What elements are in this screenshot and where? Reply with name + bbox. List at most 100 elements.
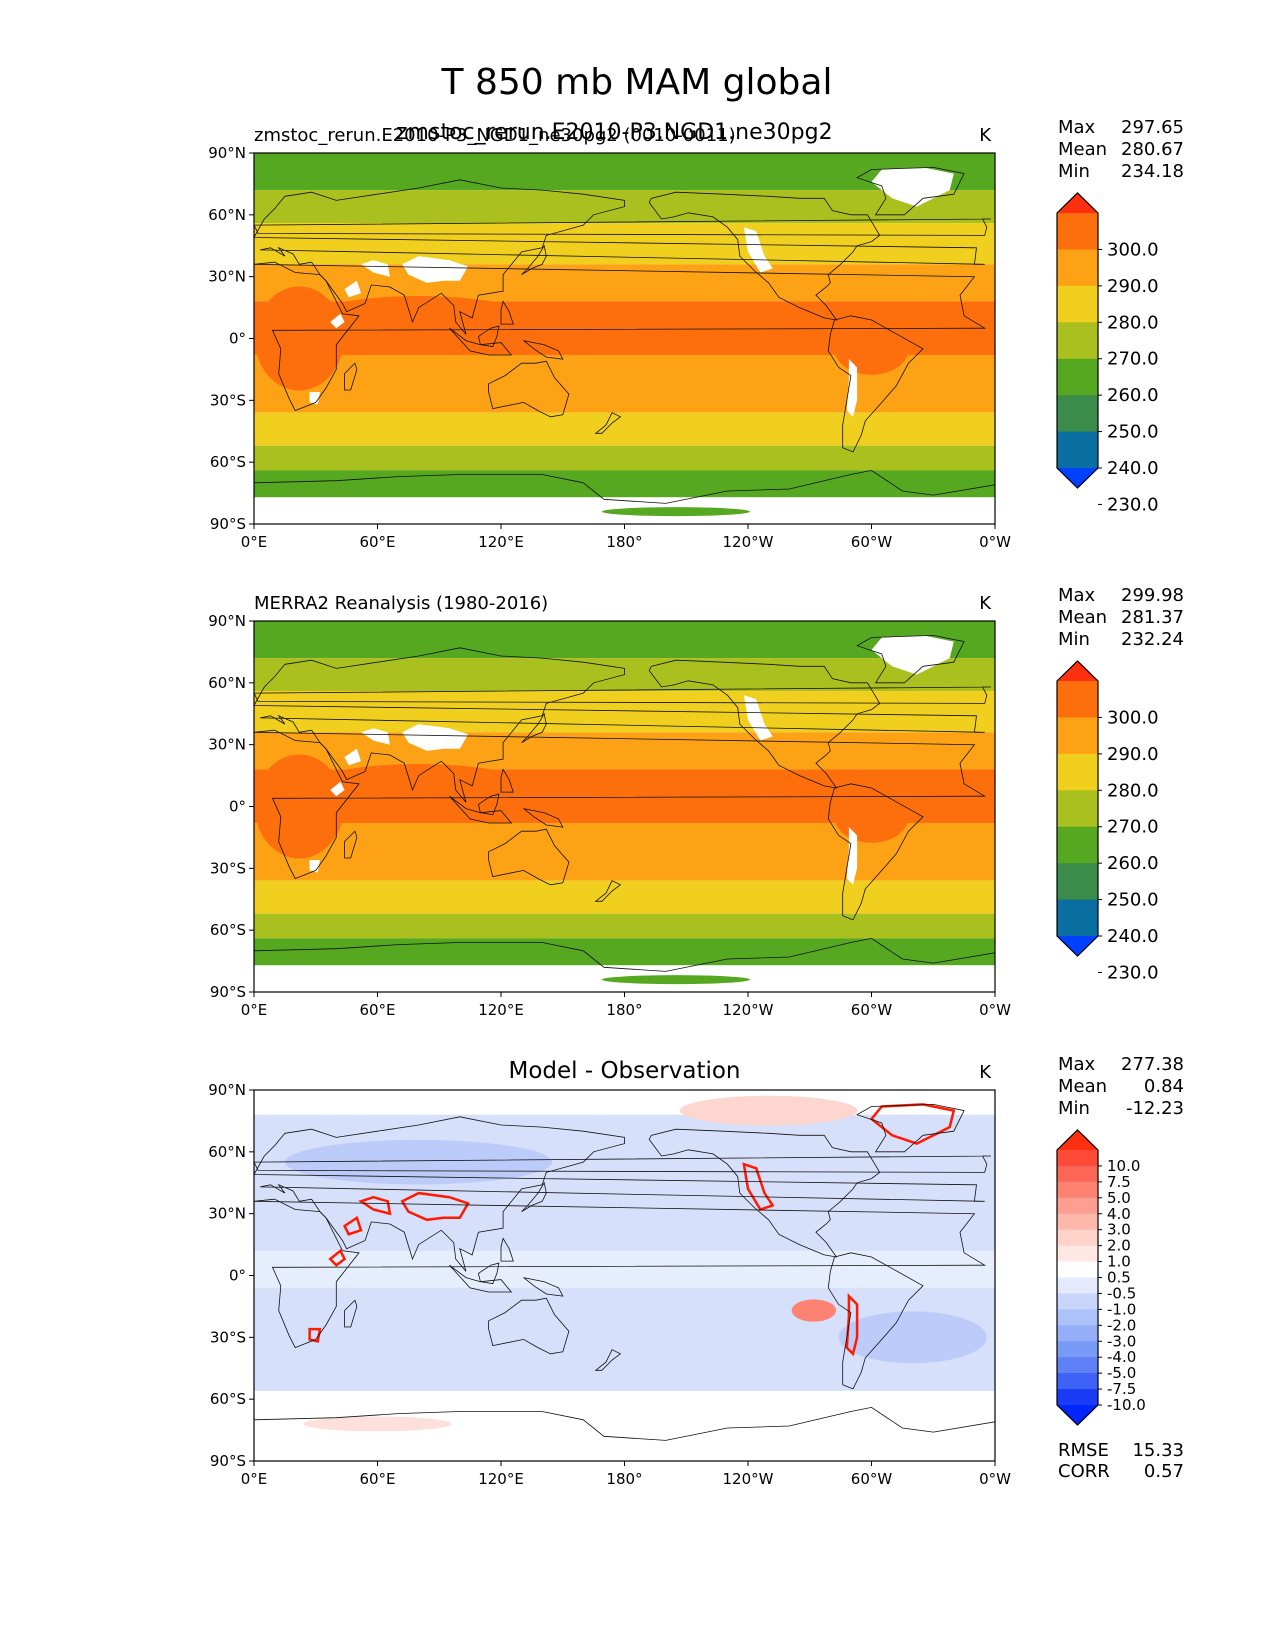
stat-value: 277.38 <box>1121 1054 1184 1075</box>
coastline-nz <box>594 412 622 434</box>
colorbar-label: 300.0 <box>1107 239 1159 260</box>
coastline-antarctica <box>254 937 995 992</box>
stat-label: Max <box>1058 117 1096 138</box>
colorbar-label: -10.0 <box>1107 1396 1146 1414</box>
colorbar-cell <box>1057 1325 1098 1342</box>
x-tick-label: 0°E <box>241 533 268 551</box>
colorbar-label: 3.0 <box>1107 1221 1131 1239</box>
x-tick-label: 120°E <box>478 1470 524 1488</box>
colorbar-cell <box>1057 753 1098 791</box>
hot-contour <box>358 1195 392 1216</box>
x-tick-label: 120°W <box>723 533 774 551</box>
land-mask <box>402 256 469 283</box>
coastline-greenland <box>856 634 965 684</box>
coastline-philippines <box>500 768 514 793</box>
colorbar-label: -1.0 <box>1107 1300 1136 1318</box>
y-tick-label: 30°N <box>208 736 246 754</box>
panel-2: 0°E 60°E 120°E 180° 120°W 60°W 0°W 90°N 60°N 30°N… <box>208 585 1184 1019</box>
colorbar-cell <box>1057 790 1098 828</box>
diff-band <box>254 1090 995 1115</box>
temp-band <box>254 691 995 733</box>
colorbar-label: 280.0 <box>1107 780 1159 801</box>
panel-title-left: zmstoc_rerun.E2010-P3_NGD1_ne30pg2 (0010… <box>254 125 736 146</box>
land-mask <box>309 392 320 405</box>
hot-contour <box>342 1215 363 1236</box>
y-tick-label: 30°N <box>208 1205 246 1223</box>
temp-band <box>254 880 995 914</box>
temp-band <box>254 913 995 939</box>
coastline-samerica <box>827 783 924 921</box>
coastline-antarctica <box>254 469 995 524</box>
warm-pool <box>300 296 538 348</box>
x-tick-label: 60°W <box>851 533 893 551</box>
stat-label: Min <box>1058 629 1090 650</box>
land-mask <box>344 280 361 298</box>
coastline-samerica <box>827 315 924 453</box>
colorbar-label: -5.0 <box>1107 1364 1136 1382</box>
colorbar-label: -7.5 <box>1107 1380 1136 1398</box>
colorbar-label: 5.0 <box>1107 1189 1131 1207</box>
y-tick-label: 90°S <box>210 983 246 1001</box>
coastline-eurasia <box>254 647 985 803</box>
coastline-newguinea <box>523 340 564 360</box>
cool-anomaly <box>838 1311 987 1364</box>
coastline-philippines <box>500 1237 514 1262</box>
colorbar-label: 230.0 <box>1107 962 1159 983</box>
colorbar-extend-top <box>1057 1130 1098 1150</box>
land-mask <box>344 748 361 766</box>
coastline-borneo <box>477 1262 500 1285</box>
x-tick-label: 120°W <box>723 1001 774 1019</box>
rmse-label: RMSE <box>1058 1440 1109 1461</box>
x-tick-label: 0°W <box>979 1001 1011 1019</box>
coastline-newguinea <box>523 1277 564 1297</box>
stat-label: Max <box>1058 585 1096 606</box>
x-tick-label: 0°W <box>979 1470 1011 1488</box>
x-tick-label: 0°W <box>979 533 1011 551</box>
y-tick-label: 60°S <box>210 1390 246 1408</box>
land-mask <box>330 313 345 329</box>
land-mask <box>361 728 390 745</box>
coastline-philippines <box>500 300 514 325</box>
coastline-namerica <box>648 191 881 321</box>
coastline-samerica <box>827 1252 924 1390</box>
map-field <box>254 153 995 524</box>
y-tick-label: 60°N <box>208 206 246 224</box>
colorbar-label: 270.0 <box>1107 817 1159 838</box>
y-tick-label: 60°N <box>208 674 246 692</box>
y-tick-label: 30°S <box>210 1328 246 1346</box>
warm-pool <box>254 286 344 391</box>
y-tick-label: 60°N <box>208 1143 246 1161</box>
corr-label: CORR <box>1058 1461 1110 1482</box>
colorbar-cell <box>1057 1229 1098 1247</box>
coastline-australia <box>488 360 570 418</box>
x-tick-label: 60°E <box>359 1001 395 1019</box>
colorbar-label: 260.0 <box>1107 853 1159 874</box>
warm-anomaly <box>679 1095 858 1126</box>
coastline-uk <box>254 1155 991 1173</box>
panel-units: K <box>979 125 992 146</box>
colorbar-label: 290.0 <box>1107 276 1159 297</box>
colorbar-cell <box>1057 1357 1098 1374</box>
hot-contour <box>845 1293 859 1357</box>
colorbar-cell <box>1057 395 1098 433</box>
colorbar-cell <box>1057 863 1098 901</box>
colorbar-cell <box>1057 1181 1098 1199</box>
coastline-newguinea <box>523 808 564 828</box>
coastline-borneo <box>477 793 500 816</box>
land-mask <box>846 827 858 885</box>
y-tick-label: 90°N <box>208 144 246 162</box>
rmse-value: 15.33 <box>1132 1440 1184 1461</box>
coastline-africa <box>254 261 987 412</box>
temp-band <box>254 445 995 471</box>
corr-value: 0.57 <box>1144 1461 1184 1482</box>
land-mask <box>330 781 345 797</box>
land-mask <box>743 227 773 273</box>
panels: 0°E 60°E 120°E 180° 120°W 60°W 0°W 90°N 60°N 30°N… <box>208 117 1184 1488</box>
coastline-borneo <box>477 325 500 348</box>
panel-title-overlap: zmstoc_rerun.E2010-P3.NGD1.ne30pg2 <box>396 120 833 145</box>
stat-label: Max <box>1058 1054 1096 1075</box>
coastline-eurasia <box>254 1116 985 1272</box>
panel-3: 0°E 60°E 120°E 180° 120°W 60°W 0°W 90°N 60°N 30°N… <box>208 1054 1184 1488</box>
colorbar-cell <box>1057 1341 1098 1358</box>
antarctica-shelf <box>601 507 751 517</box>
